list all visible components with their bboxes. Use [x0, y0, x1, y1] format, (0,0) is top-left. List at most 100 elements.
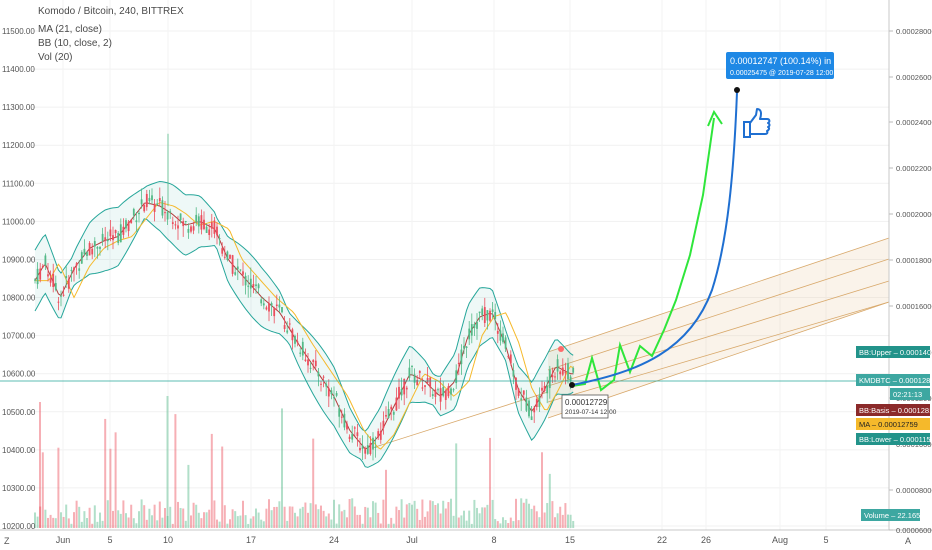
volume-bar [34, 512, 36, 528]
candle-body [502, 333, 504, 343]
candle-body [158, 198, 161, 202]
volume-bar [91, 523, 94, 528]
candle-body [36, 268, 39, 285]
candle-body [65, 276, 68, 279]
volume-bar [322, 510, 325, 528]
volume-bar [125, 513, 127, 528]
price-level-tag [890, 388, 930, 400]
volume-bar [195, 504, 198, 528]
candle-body [270, 303, 273, 306]
volume-bar [416, 508, 419, 528]
legend-ma[interactable]: MA (21, close) [38, 24, 102, 35]
candle-body [119, 224, 122, 243]
candle-body [60, 295, 62, 297]
volume-bar [132, 518, 135, 528]
volume-bar [494, 519, 497, 528]
volume-bar [112, 510, 114, 528]
price-level-text: BB:Upper – 0.00014052 [859, 348, 932, 357]
candle-body [398, 386, 400, 399]
left-axis-tick-label: 10400.00 [2, 446, 36, 455]
candle-body [80, 252, 83, 264]
left-axis-tick-label: 10200.00 [2, 522, 36, 531]
volume-bar [39, 506, 42, 528]
projection-blue-path [571, 91, 738, 386]
candle-body [239, 269, 242, 271]
candle-body [187, 228, 190, 233]
volume-bar [236, 516, 239, 528]
left-axis-tick-label: 11300.00 [2, 103, 35, 112]
right-axis-tick-label: 0.00022000 [896, 164, 932, 173]
volume-bar [184, 520, 187, 528]
volume-bar [442, 500, 445, 528]
candle-body [491, 309, 494, 312]
time-axis-tick-label: 5 [823, 535, 828, 545]
volume-bar [49, 514, 52, 528]
volume-bar [548, 473, 551, 528]
time-axis-tick-label: 17 [246, 535, 256, 545]
zoom-icon[interactable]: Z [4, 536, 10, 546]
candle-body [70, 269, 73, 271]
volume-bar [257, 512, 260, 528]
projection-end-point [734, 87, 740, 93]
right-axis-tick-label: 0.00026000 [896, 73, 932, 82]
volume-bar [312, 438, 315, 528]
volume-bar [200, 518, 203, 528]
volume-bar [44, 509, 47, 528]
volume-bar [429, 500, 432, 528]
candle-body [434, 389, 437, 397]
volume-bar [39, 402, 41, 528]
candle-body [275, 304, 278, 307]
volume-bar [489, 437, 491, 528]
volume-bar [164, 508, 166, 528]
left-axis-tick-label: 11500.00 [2, 27, 35, 36]
projection-start-point [569, 382, 575, 388]
volume-bar [169, 506, 172, 528]
volume-bar [450, 498, 452, 528]
volume-bar [88, 507, 91, 528]
candle-body [166, 211, 169, 220]
candle-body [543, 385, 546, 392]
candle-body [138, 212, 140, 215]
regression-channel [371, 237, 890, 449]
candle-body [93, 241, 96, 247]
candle-body [541, 387, 543, 391]
volume-bar [564, 503, 567, 528]
volume-bar [135, 523, 138, 528]
candle-body [182, 221, 185, 227]
volume-bar [517, 520, 520, 528]
candle-body [338, 408, 341, 417]
candle-body [317, 371, 320, 377]
right-axis-tick-label: 0.00006000 [896, 526, 932, 535]
right-axis-tick-label: 0.00016000 [896, 302, 932, 311]
left-axis-tick-label: 10500.00 [2, 408, 36, 417]
legend-vol[interactable]: Vol (20) [38, 52, 72, 63]
volume-bar [174, 414, 177, 528]
candle-body [507, 355, 510, 357]
candlesticks[interactable] [34, 133, 575, 461]
candle-body [179, 213, 182, 220]
candle-body [314, 360, 317, 367]
time-axis[interactable]: Jun 5 10 17 24 Jul 8 15 22 26 Aug 5 [56, 535, 829, 545]
candle-body [205, 226, 208, 233]
candle-body [49, 279, 52, 283]
volume-bar [171, 523, 174, 528]
volume-bar [208, 509, 211, 528]
price-level-tag [856, 433, 930, 445]
price-labels: BB:Upper – 0.00014052 KMDBTC – 0.00012858… [856, 346, 932, 521]
candle-body [210, 221, 213, 229]
legend-bb[interactable]: BB (10, close, 2) [38, 38, 112, 49]
volume-bar [268, 499, 270, 528]
volume-bar [288, 506, 291, 528]
volume-bar [546, 503, 549, 528]
chart-title[interactable]: Komodo / Bitcoin, 240, BITTREX [38, 6, 184, 17]
candle-body [153, 203, 156, 212]
candle-body [257, 284, 260, 289]
volume-bar [106, 500, 109, 528]
candle-body [569, 376, 572, 382]
auto-scale-icon[interactable]: A [905, 536, 911, 546]
time-axis-background [0, 531, 932, 550]
volume-bar [156, 520, 159, 528]
volume-bar [221, 446, 224, 528]
left-axis-tick-label: 11100.00 [2, 179, 35, 188]
candle-body [145, 193, 148, 208]
